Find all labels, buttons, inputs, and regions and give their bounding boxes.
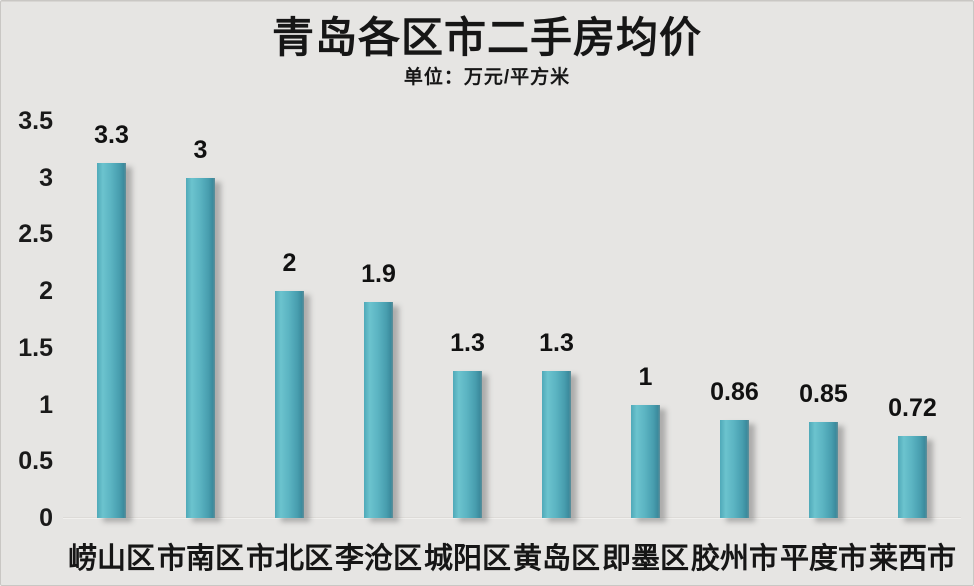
- y-axis-tick-label: 0.5: [18, 447, 53, 476]
- bar-value-label: 3.3: [94, 121, 129, 149]
- bar-value-label: 0.72: [888, 394, 937, 422]
- bar: [186, 178, 215, 518]
- x-axis-category-label: 莱西市: [868, 543, 957, 575]
- bar: [364, 302, 393, 518]
- bar-slot: 1.3 城阳区: [423, 121, 512, 575]
- bar-slot: 0.86 胶州市: [690, 121, 779, 575]
- bar-slot: 1.9 李沧区: [334, 121, 423, 575]
- x-axis-category-label: 崂山区: [67, 543, 156, 575]
- x-axis-category-label: 黄岛区: [512, 543, 601, 575]
- y-axis: 3.5 3 2.5 2 1.5 1 0.5 0: [1, 1, 59, 585]
- bar-value-label: 1.3: [450, 329, 485, 357]
- bar-value-label: 0.85: [799, 380, 848, 408]
- x-axis-category-label: 胶州市: [690, 543, 779, 575]
- bar: [898, 436, 927, 518]
- bar-value-label: 3: [193, 136, 208, 164]
- y-axis-tick-label: 0: [39, 504, 53, 532]
- y-axis-tick-label: 3.5: [18, 107, 53, 135]
- plot-area: 3.3 崂山区 3 市南区 2 市北区 1.9 李沧区 1.3 城阳区 1.3 黄岛区 1 即墨区 0.86…: [67, 121, 957, 575]
- bar: [97, 163, 126, 518]
- bar: [809, 422, 838, 518]
- bar-slot: 0.72 莱西市: [868, 121, 957, 575]
- bar: [275, 291, 304, 518]
- y-axis-tick-label: 1.5: [18, 333, 53, 362]
- x-axis-baseline: [63, 517, 961, 519]
- x-axis-category-label: 即墨区: [601, 543, 690, 575]
- chart-title: 青岛各区市二手房均价: [271, 14, 702, 61]
- bar: [720, 420, 749, 518]
- x-axis-category-label: 平度市: [779, 543, 868, 575]
- y-axis-tick-label: 3: [39, 163, 53, 192]
- bar-slot: 1 即墨区: [601, 121, 690, 575]
- bar-slot: 2 市北区: [245, 121, 334, 575]
- y-axis-tick-label: 1: [39, 390, 53, 419]
- x-axis-category-label: 市北区: [245, 543, 334, 575]
- bar-value-label: 1: [638, 363, 653, 391]
- chart-subtitle: 单位：万元/平方米: [403, 67, 571, 88]
- x-axis-category-label: 市南区: [156, 543, 245, 575]
- bar-value-label: 1.9: [361, 260, 396, 288]
- bar-value-label: 1.3: [539, 329, 574, 357]
- bar: [631, 405, 660, 518]
- bar-value-label: 0.86: [710, 378, 759, 406]
- bar-slot: 1.3 黄岛区: [512, 121, 601, 575]
- y-axis-tick-label: 2: [39, 277, 53, 306]
- bar: [542, 371, 571, 518]
- bar-value-label: 2: [282, 249, 297, 277]
- bar: [453, 371, 482, 518]
- x-axis-category-label: 李沧区: [334, 543, 423, 575]
- bar-slot: 0.85 平度市: [779, 121, 868, 575]
- bar-slot: 3 市南区: [156, 121, 245, 575]
- y-axis-tick-label: 2.5: [18, 220, 53, 249]
- bar-slot: 3.3 崂山区: [67, 121, 156, 575]
- x-axis-category-label: 城阳区: [423, 543, 512, 575]
